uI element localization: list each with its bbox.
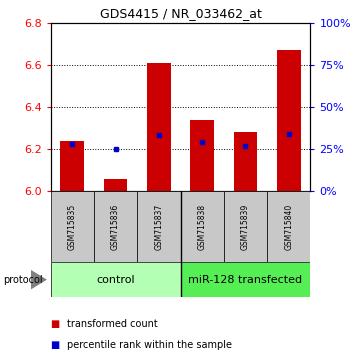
Title: GDS4415 / NR_033462_at: GDS4415 / NR_033462_at — [100, 7, 261, 21]
Bar — [104, 178, 127, 191]
Bar — [190, 120, 214, 191]
Text: ■: ■ — [51, 319, 60, 329]
Text: miR-128 transfected: miR-128 transfected — [188, 275, 303, 285]
Bar — [234, 132, 257, 191]
Bar — [277, 50, 301, 191]
Bar — [51, 191, 94, 262]
Text: protocol: protocol — [4, 275, 43, 285]
Bar — [180, 191, 224, 262]
Text: GSM715837: GSM715837 — [155, 204, 163, 250]
Text: GSM715840: GSM715840 — [284, 204, 293, 250]
Text: GSM715835: GSM715835 — [68, 204, 77, 250]
Bar — [51, 262, 180, 297]
Bar — [60, 141, 84, 191]
Bar — [94, 191, 137, 262]
Text: transformed count: transformed count — [67, 319, 157, 329]
Text: ■: ■ — [51, 340, 60, 350]
Bar — [180, 262, 310, 297]
Polygon shape — [31, 270, 47, 290]
Text: GSM715838: GSM715838 — [198, 204, 206, 250]
Text: GSM715836: GSM715836 — [111, 204, 120, 250]
Text: percentile rank within the sample: percentile rank within the sample — [67, 340, 232, 350]
Bar — [267, 191, 310, 262]
Text: control: control — [96, 275, 135, 285]
Text: GSM715839: GSM715839 — [241, 204, 250, 250]
Bar — [147, 63, 171, 191]
Bar — [224, 191, 267, 262]
Bar — [137, 191, 180, 262]
